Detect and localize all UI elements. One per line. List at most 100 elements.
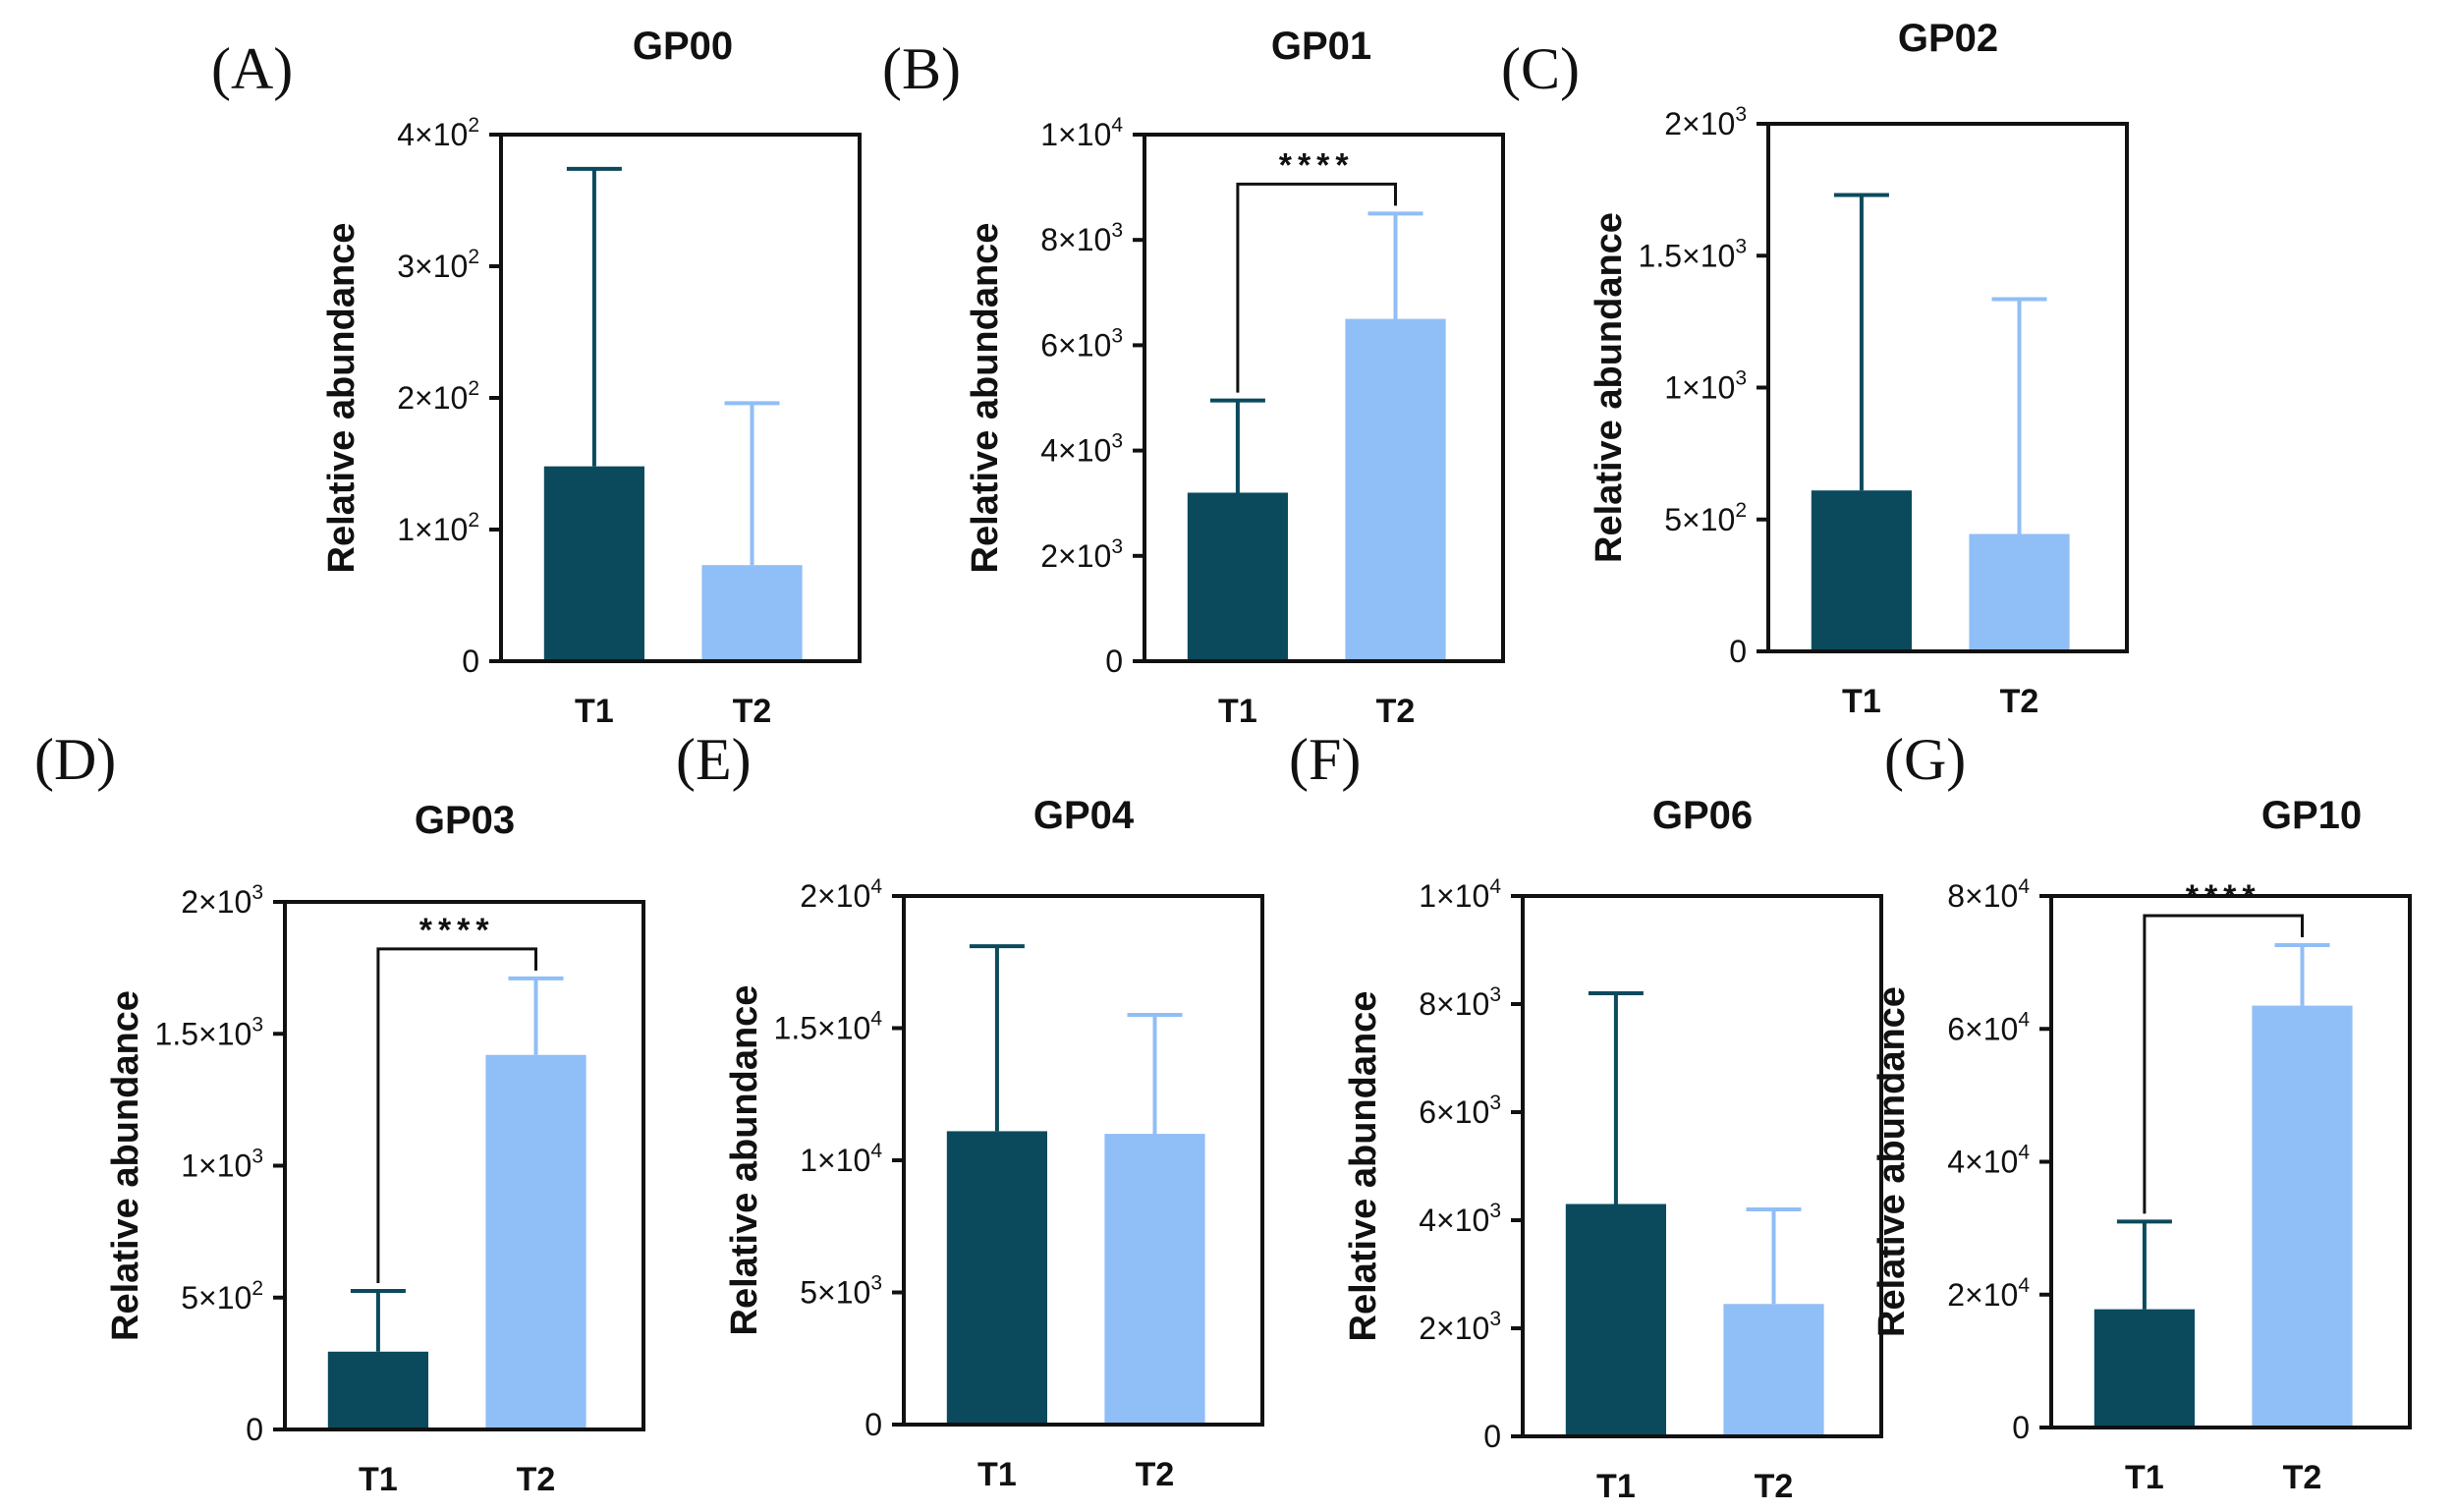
- significance-bracket: [1236, 182, 1397, 393]
- x-tick-label: T1: [1218, 693, 1257, 730]
- x-tick-label: T1: [977, 1456, 1017, 1493]
- y-tick-label: 8×103: [1040, 219, 1123, 257]
- x-tick-label: T2: [1755, 1468, 1794, 1505]
- y-tick-label: 5×102: [181, 1277, 263, 1316]
- significance-label: ****: [419, 912, 495, 949]
- y-tick-label: 5×102: [1664, 499, 1747, 537]
- significance-label: ****: [1279, 146, 1355, 184]
- y-tick-label: 0: [462, 644, 479, 679]
- plot-frame: [1143, 133, 1505, 663]
- bar-t2: [701, 565, 803, 661]
- chart-panel-gp01: (B) GP01 Relative abundance T1 T2 0 2×103 4×103…: [882, 25, 1505, 730]
- y-tick-label: 6×103: [1040, 324, 1123, 363]
- bar-t2: [1345, 318, 1446, 661]
- y-tick-label: 1×103: [181, 1146, 263, 1184]
- bar-t1: [946, 1131, 1047, 1425]
- panel-title: GP01: [1271, 25, 1371, 68]
- y-axis-label: Relative abundance: [1343, 991, 1384, 1342]
- y-tick-label: 1×104: [1040, 114, 1123, 152]
- bar-t2: [485, 1054, 586, 1429]
- y-tick-label: 2×104: [1947, 1274, 2030, 1313]
- y-tick-label: 4×103: [1419, 1200, 1501, 1238]
- y-tick-label: 4×104: [1947, 1142, 2030, 1180]
- panel-letter: (G): [1884, 727, 1966, 792]
- panel-letter: (F): [1289, 727, 1361, 792]
- panel-letter: (E): [676, 727, 752, 792]
- y-tick-label: 0: [865, 1407, 882, 1442]
- panel-letter: (D): [34, 727, 116, 792]
- bar-t2: [2252, 1005, 2353, 1428]
- panel-title: GP06: [1652, 794, 1753, 837]
- y-tick-label: 4×103: [1040, 430, 1123, 469]
- y-axis-label: Relative abundance: [724, 985, 765, 1336]
- chart-panel-gp02: (C) GP02 Relative abundance T1 T2 0 5×102 1×103…: [1501, 17, 2129, 720]
- x-tick-label: T1: [2125, 1459, 2164, 1496]
- y-tick-label: 1×104: [800, 1140, 882, 1178]
- bar-t2: [1723, 1304, 1824, 1436]
- y-tick-label: 8×104: [1947, 875, 2030, 914]
- y-tick-label: 0: [1729, 634, 1747, 669]
- chart-panel-gp04: (E) GP04 Relative abundance T1 T2 0 5×103 1×104…: [676, 727, 1264, 1493]
- y-tick-label: 6×103: [1419, 1092, 1501, 1130]
- plot-frame: [1521, 894, 1883, 1438]
- y-tick-label: 5×103: [800, 1272, 882, 1311]
- panel-title: GP00: [633, 25, 733, 68]
- y-tick-label: 0: [2012, 1410, 2030, 1445]
- x-tick-label: T2: [733, 693, 772, 730]
- x-tick-label: T2: [517, 1461, 556, 1498]
- y-tick-label: 1×103: [1664, 367, 1747, 406]
- y-tick-label: 2×103: [181, 881, 263, 920]
- bar-t1: [2093, 1309, 2195, 1428]
- y-axis-label: Relative abundance: [321, 223, 363, 574]
- x-tick-label: T1: [1596, 1468, 1636, 1505]
- bar-t2: [1969, 533, 2070, 651]
- y-tick-label: 0: [246, 1412, 263, 1447]
- panel-letter: (A): [211, 36, 293, 101]
- y-tick-label: 1×102: [397, 509, 479, 547]
- significance-bracket: [2143, 914, 2304, 1214]
- panel-title: GP10: [2261, 794, 2362, 837]
- y-tick-label: 4×102: [397, 114, 479, 152]
- panel-letter: (C): [1501, 36, 1580, 101]
- chart-panel-gp00: (A) GP00 Relative abundance T1 T2 0 1×102 2×102…: [211, 25, 862, 730]
- y-tick-label: 2×103: [1040, 535, 1123, 574]
- y-tick-label: 8×103: [1419, 983, 1501, 1022]
- significance-label: ****: [2186, 878, 2261, 916]
- bar-t1: [1811, 490, 1912, 651]
- y-tick-label: 1.5×103: [155, 1013, 263, 1051]
- bar-t2: [1104, 1134, 1205, 1425]
- chart-panel-gp10: (G) GP10 Relative abundance T1 T2 0 2×104 4×104…: [1871, 727, 2412, 1496]
- y-tick-label: 1.5×103: [1639, 235, 1747, 273]
- y-tick-label: 0: [1483, 1419, 1501, 1454]
- x-tick-label: T1: [1842, 683, 1881, 720]
- x-tick-label: T1: [359, 1461, 398, 1498]
- y-tick-label: 3×102: [397, 246, 479, 284]
- y-tick-label: 6×104: [1947, 1008, 2030, 1046]
- x-tick-label: T1: [575, 693, 614, 730]
- panel-letter: (B): [882, 36, 961, 101]
- y-tick-label: 2×104: [800, 875, 882, 914]
- y-axis-label: Relative abundance: [965, 223, 1006, 574]
- x-tick-label: T2: [1376, 693, 1416, 730]
- y-tick-label: 1.5×104: [774, 1008, 883, 1046]
- bar-t1: [1187, 492, 1288, 661]
- y-tick-label: 2×103: [1664, 103, 1747, 141]
- y-tick-label: 2×103: [1419, 1308, 1501, 1346]
- y-axis-label: Relative abundance: [1589, 212, 1630, 563]
- bar-t1: [543, 466, 644, 661]
- chart-panel-gp03: (D) GP03 Relative abundance T1 T2 0 5×102 1×103…: [34, 727, 645, 1498]
- significance-bracket: [376, 947, 537, 1284]
- panel-title: GP04: [1033, 794, 1135, 837]
- x-tick-label: T2: [2000, 683, 2039, 720]
- y-tick-label: 1×104: [1419, 875, 1501, 914]
- x-tick-label: T2: [1136, 1456, 1175, 1493]
- bar-t1: [327, 1351, 428, 1429]
- plot-frame: [283, 900, 645, 1431]
- panel-title: GP02: [1898, 17, 1998, 60]
- x-tick-label: T2: [2283, 1459, 2322, 1496]
- bar-t1: [1565, 1204, 1666, 1436]
- panel-title: GP03: [415, 799, 515, 842]
- chart-panel-gp06: (F) GP06 Relative abundance T1 T2 0 2×103 4×103…: [1289, 727, 1883, 1505]
- y-axis-label: Relative abundance: [105, 990, 146, 1341]
